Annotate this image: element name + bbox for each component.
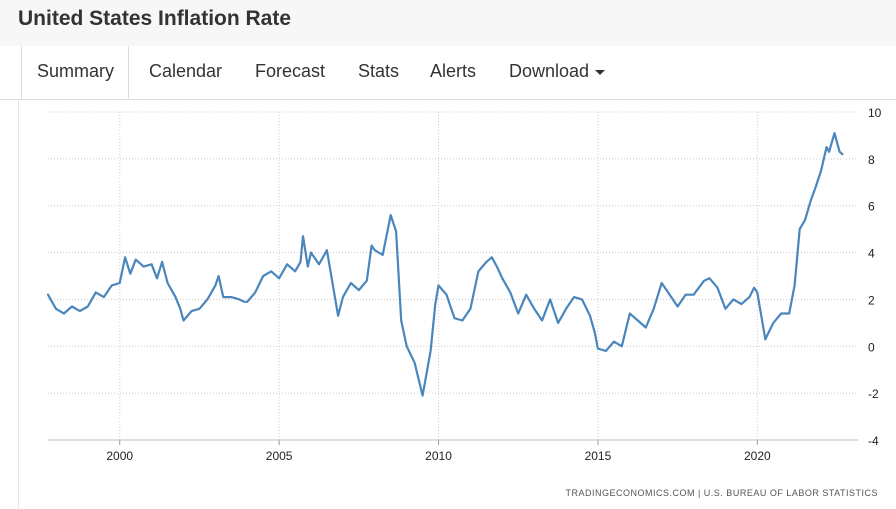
y-tick-label: -2 — [868, 387, 879, 401]
y-tick-label: -4 — [868, 434, 879, 448]
x-tick-label: 2020 — [744, 449, 771, 463]
tab-bar: Summary Calendar Forecast Stats Alerts D… — [0, 46, 896, 100]
x-tick-label: 2010 — [425, 449, 452, 463]
series-line — [46, 132, 844, 397]
chevron-down-icon — [595, 69, 606, 75]
header-bar: United States Inflation Rate — [0, 0, 896, 47]
source-credit: TRADINGECONOMICS.COM | U.S. BUREAU OF LA… — [565, 488, 878, 498]
x-axis: 2000 2005 2010 2015 2020 — [48, 439, 858, 463]
y-axis: 10 8 6 4 2 0 -2 -4 — [868, 106, 882, 448]
tab-calendar[interactable]: Calendar — [149, 61, 223, 81]
x-tick-label: 2000 — [106, 449, 133, 463]
tab-summary-label: Summary — [37, 61, 115, 81]
page-title: United States Inflation Rate — [18, 7, 292, 30]
tab-summary[interactable]: Summary — [21, 46, 129, 99]
tab-alerts[interactable]: Alerts — [430, 61, 477, 81]
tab-download-label: Download — [509, 61, 590, 81]
series-layer — [46, 132, 844, 397]
y-tick-label: 8 — [868, 153, 875, 167]
y-tick-label: 4 — [868, 247, 875, 261]
y-tick-label: 2 — [868, 293, 875, 307]
x-tick-label: 2015 — [585, 449, 612, 463]
y-tick-label: 6 — [868, 200, 875, 214]
chart-left-border — [18, 100, 19, 509]
tab-stats[interactable]: Stats — [358, 61, 400, 81]
tab-forecast[interactable]: Forecast — [255, 61, 326, 81]
tab-download[interactable]: Download — [509, 61, 606, 82]
x-tick-label: 2005 — [266, 449, 293, 463]
chart-grid — [48, 111, 858, 441]
y-tick-label: 10 — [868, 106, 882, 120]
y-tick-label: 0 — [868, 340, 875, 354]
